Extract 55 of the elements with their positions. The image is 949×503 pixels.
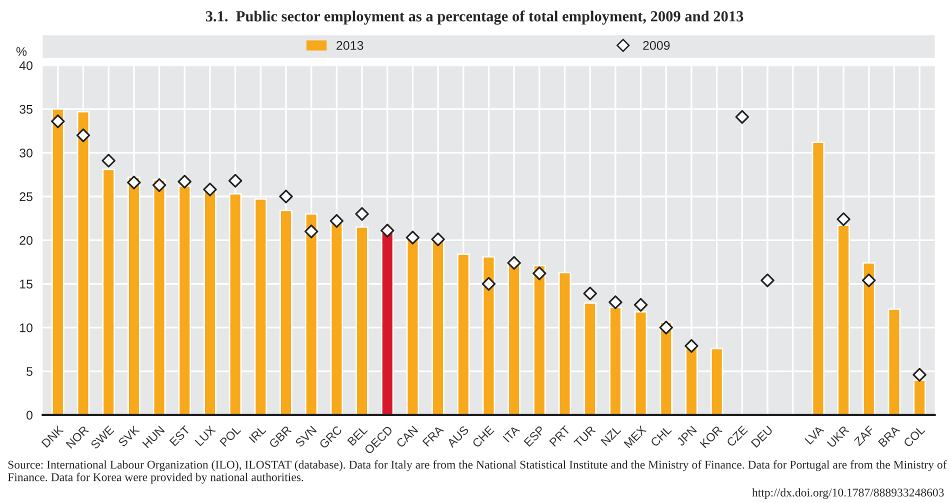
x-tick-label: FRA xyxy=(422,425,444,447)
y-tick-label: 35 xyxy=(20,104,32,114)
point xyxy=(836,212,850,226)
point xyxy=(279,190,293,204)
point xyxy=(862,273,876,288)
x-tick-label: CHL xyxy=(650,425,672,448)
x-tick-label: IRL xyxy=(248,425,266,443)
point xyxy=(102,154,116,168)
point xyxy=(760,273,774,288)
y-tick-label: 20 xyxy=(20,236,32,245)
point xyxy=(482,276,496,291)
y-tick-label: 25 xyxy=(20,192,32,202)
point xyxy=(735,110,750,124)
y-tick-label: 0 xyxy=(26,410,32,420)
point xyxy=(912,368,926,382)
x-tick-label: ITA xyxy=(502,425,520,442)
point xyxy=(634,298,648,312)
point xyxy=(406,230,420,244)
point xyxy=(684,339,698,353)
point xyxy=(127,176,141,190)
y-tick-label: 10 xyxy=(20,323,32,332)
x-tick-label: BRA xyxy=(878,425,900,448)
point xyxy=(380,224,394,238)
point xyxy=(76,128,90,142)
point xyxy=(203,182,217,196)
point xyxy=(659,320,674,334)
point xyxy=(583,286,597,300)
text: http://dx.doi.org/10.1787/888933248603 xyxy=(752,488,944,499)
point xyxy=(608,295,622,310)
y-tick-label: 30 xyxy=(20,148,32,158)
x-tick-label: COL xyxy=(903,425,926,448)
point xyxy=(178,174,192,189)
chart-title: 3.1. Public sector employment as a percentage of total employment, 2009 and 2013 xyxy=(206,10,744,25)
point xyxy=(431,232,445,246)
point xyxy=(330,214,344,228)
source-note: Source: International Labour Organization (ILO), ILOSTAT (database). Data for Italy are from the National Statistical Institute and the Ministry of Finance. Data for Portugal are from the Ministry of Finance. Data for Korea were provided by national authorities. xyxy=(8,460,947,484)
point xyxy=(304,224,318,238)
point xyxy=(507,256,521,270)
point xyxy=(532,266,546,280)
x-tick-label: TUR xyxy=(573,425,596,448)
x-tick-label: NZL xyxy=(600,425,622,446)
x-tick-label: JPN xyxy=(676,426,697,446)
y-tick-label: 40 xyxy=(19,61,32,70)
point xyxy=(51,114,65,128)
legend-label: 2013 xyxy=(336,41,364,50)
point xyxy=(152,178,166,192)
y-axis-title: % xyxy=(16,47,27,56)
point xyxy=(355,207,369,221)
x-tick-label: POL xyxy=(220,425,242,447)
y-tick-label: 5 xyxy=(26,367,32,376)
x-tick-label: LVA xyxy=(804,425,824,445)
point xyxy=(228,174,242,188)
y-tick-label: 15 xyxy=(20,280,32,289)
legend-label: 2009 xyxy=(643,41,670,50)
x-tick-label: BEL xyxy=(347,425,368,446)
